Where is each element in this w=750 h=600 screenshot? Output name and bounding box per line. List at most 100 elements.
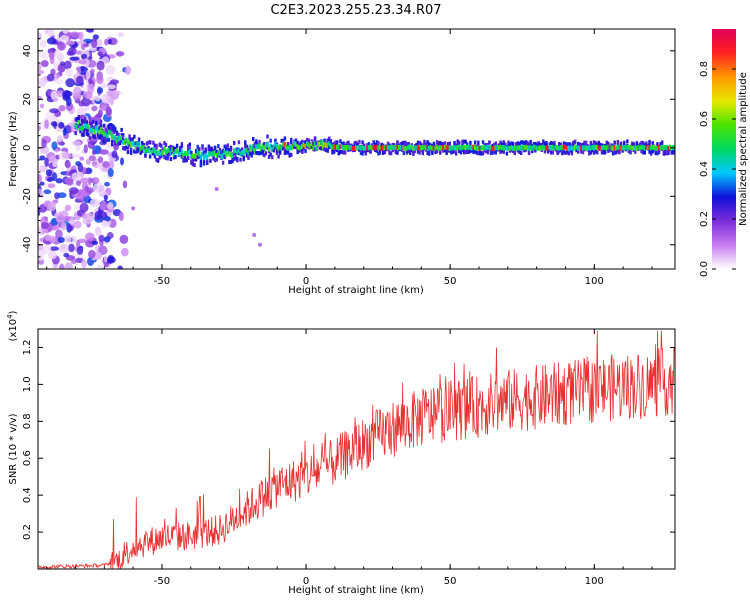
spectrogram-noise-cell [69, 31, 80, 38]
spectrogram-ridge-cell [553, 145, 556, 151]
spectrogram-noise-cell [85, 238, 95, 248]
snr-panel: -50 0 50 100 0.2 0.4 0.6 0.8 1.0 1.2 Height of s… [6, 310, 676, 596]
spectrogram-ridge-cell [466, 144, 469, 150]
spectrogram-ridge-cell [489, 151, 493, 156]
spectrogram-ridge-cell [147, 140, 150, 145]
spectrogram-ridge-cell [434, 150, 437, 155]
spectrogram-ridge-cell [427, 142, 431, 147]
spectrogram-ridge-cell [548, 142, 551, 147]
spectrogram-noise-cell [51, 141, 58, 150]
spectrogram-noise-cell [48, 235, 56, 244]
spectrogram-noise-cell [65, 78, 75, 88]
y-tick-label: 0.6 [22, 450, 33, 466]
spectrogram-ridge-cell [122, 137, 125, 142]
spectrogram-ridge-cell [591, 144, 594, 150]
spectrogram-noise-cell [97, 51, 103, 56]
spectrogram-noise-cell [75, 107, 86, 117]
spectrogram-ridge-cell [630, 145, 634, 151]
spectrogram-noise-cell [38, 188, 42, 194]
spectrogram-ridge-cell [404, 141, 407, 146]
spectrogram-ridge-cell [454, 145, 458, 151]
spectrogram-noise-cell [257, 242, 262, 247]
spectrogram-ridge-cell [221, 148, 225, 153]
spectrogram-ridge-cell [179, 149, 182, 154]
spectrogram-ridge-cell [456, 141, 459, 146]
spectrogram-ridge-cell [285, 149, 288, 154]
spectrogram-ridge-cell [505, 145, 509, 151]
spectrogram-ridge-cell [418, 150, 421, 155]
spectrogram-ridge-cell [141, 140, 144, 145]
spectrogram-ridge-cell [88, 127, 92, 133]
spectrogram-ridge-cell [263, 153, 266, 158]
spectrogram-noise-cell [38, 206, 41, 217]
spectrogram-ridge-cell [191, 162, 195, 167]
spectrogram-ridge-cell [615, 145, 618, 151]
spectrogram-ridge-cell [466, 142, 469, 147]
spectrogram-ridge-cell [420, 142, 423, 147]
colorbar-tick-label: 0.4 [699, 161, 710, 177]
spectrogram-noise-cell [105, 106, 112, 116]
spectrogram-ridge-cell [370, 143, 374, 148]
spectrogram-ridge-cell [648, 149, 651, 154]
spectrogram-ridge-cell [416, 145, 420, 151]
spectrogram-noise-cell [76, 246, 84, 255]
spectrogram-ridge-cell [548, 144, 551, 150]
spectrogram-ridge-cell [362, 143, 366, 148]
spectrogram-ridge-cell [519, 145, 523, 151]
spectrogram-ridge-cell [594, 141, 597, 146]
spectrogram-ridge-cell [342, 145, 345, 151]
spectrogram-ridge-cell [592, 140, 596, 145]
spectrogram-ridge-cell [367, 145, 371, 151]
spectrogram-ridge-cell [182, 158, 185, 163]
x-tick-label: 50 [444, 276, 457, 287]
spectrogram-ridge-cell [404, 145, 407, 151]
spectrogram-ridge-cell [570, 145, 574, 151]
spectrogram-ridge-cell [551, 144, 555, 150]
spectrogram-ridge-cell [634, 145, 637, 151]
spectrogram-ridge-cell [589, 141, 593, 146]
spectrogram-ridge-cell [293, 140, 296, 146]
spectrogram-ridge-cell [507, 145, 510, 151]
spectrogram-ridge-cell [649, 145, 653, 151]
spectrogram-ridge-cell [572, 146, 575, 152]
spectrogram-ridge-cell [328, 136, 331, 141]
spectrogram-ridge-cell [236, 150, 239, 156]
spectrogram-ridge-cell [375, 148, 379, 153]
spectrogram-ridge-cell [580, 145, 583, 151]
spectrogram-ridge-cell [499, 144, 502, 150]
spectrogram-ridge-cell [134, 145, 138, 151]
spectrogram-ridge-cell [228, 147, 231, 152]
spectrogram-ridge-cell [233, 152, 236, 157]
spectrogram-ridge-cell [256, 151, 260, 156]
spectrogram-ridge-cell [378, 150, 382, 155]
spectrogram-noise-cell [40, 222, 49, 230]
spectrogram-ridge-cell [225, 144, 228, 149]
spectrogram-ridge-cell [109, 130, 112, 136]
spectrogram-ridge-cell [215, 152, 218, 158]
spectrogram-ridge-cell [561, 148, 564, 153]
spectrogram-ridge-cell [475, 145, 478, 151]
spectrogram-ridge-cell [632, 142, 635, 147]
spectrogram-ridge-cell [418, 141, 421, 146]
spectrogram-noise-cell [38, 165, 48, 173]
spectrogram-noise-cell [79, 202, 89, 213]
spectrogram-ridge-cell [206, 160, 209, 165]
spectrogram-ridge-cell [103, 123, 106, 128]
spectrogram-noise-cell [38, 243, 44, 251]
spectrogram-ridge-cell [502, 145, 505, 151]
spectrogram-ridge-cell [85, 128, 88, 133]
spectrogram-ridge-cell [386, 145, 390, 151]
spectrogram-ridge-cell [296, 150, 299, 155]
spectrogram-ridge-cell [324, 148, 328, 153]
spectrogram-ridge-cell [95, 125, 98, 131]
spectrogram-ridge-cell [643, 145, 646, 151]
spectrogram-noise-cell [101, 220, 108, 229]
spectrogram-ridge-cell [461, 145, 464, 151]
spectrogram-ridge-cell [253, 148, 257, 154]
spectrogram-ridge-cell [85, 123, 88, 129]
spectrogram-ridge-cell [122, 132, 125, 137]
spectrogram-ridge-cell [543, 145, 547, 151]
spectrogram-ridge-cell [253, 141, 257, 146]
spectrogram-ridge-cell [415, 145, 418, 151]
spectrogram-ridge-cell [499, 140, 502, 145]
